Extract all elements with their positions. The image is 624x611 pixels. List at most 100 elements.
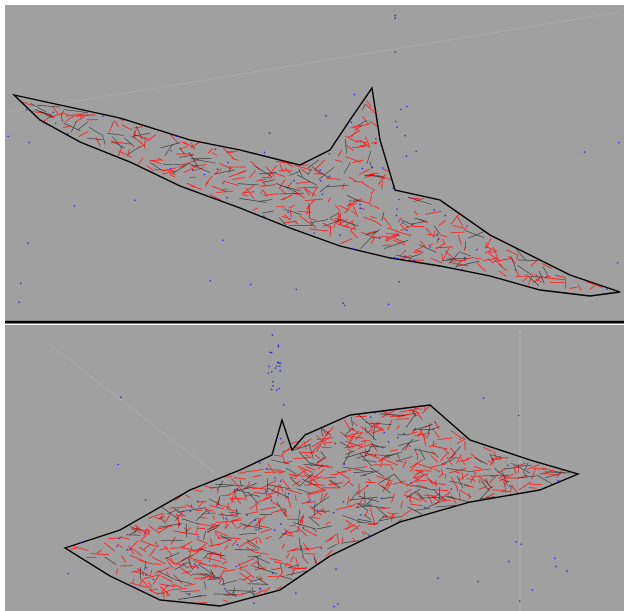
sample-point	[381, 497, 383, 499]
sample-point	[414, 259, 416, 261]
sample-point	[507, 481, 509, 483]
sample-point	[584, 151, 586, 153]
sample-point	[558, 480, 560, 482]
sample-point	[225, 518, 227, 520]
sample-point	[146, 567, 148, 569]
sample-point	[269, 132, 271, 134]
top-viewport	[5, 5, 624, 320]
sample-point	[215, 148, 217, 150]
sample-point	[145, 499, 147, 501]
sample-point	[126, 549, 128, 551]
sample-point	[280, 438, 282, 440]
sample-point	[153, 579, 155, 581]
sample-point	[351, 122, 353, 124]
sample-point	[375, 412, 377, 414]
sample-point	[360, 208, 362, 210]
sample-point	[295, 592, 297, 594]
sample-point	[237, 488, 239, 490]
sample-point	[192, 169, 194, 171]
sample-point	[250, 284, 252, 286]
sample-point	[269, 352, 271, 354]
sample-point	[398, 234, 400, 236]
sample-point	[403, 433, 405, 435]
sample-point	[345, 435, 347, 437]
sample-point	[116, 546, 118, 548]
sample-point	[179, 524, 181, 526]
sample-point	[280, 523, 282, 525]
sample-point	[279, 365, 281, 367]
sample-point	[271, 499, 273, 501]
sample-point	[382, 167, 384, 169]
sample-point	[394, 17, 396, 19]
sample-point	[18, 301, 20, 303]
sample-point	[226, 197, 228, 199]
sample-point	[519, 600, 521, 602]
sample-point	[397, 437, 399, 439]
sample-point	[183, 563, 185, 565]
sample-point	[133, 586, 135, 588]
sample-point	[167, 585, 169, 587]
sample-point	[618, 142, 620, 144]
sample-point	[372, 167, 374, 169]
sample-point	[197, 567, 199, 569]
sample-point	[375, 454, 377, 456]
sample-point	[415, 151, 417, 153]
sample-point	[255, 529, 257, 531]
sample-point	[20, 283, 22, 285]
sample-point	[145, 532, 147, 534]
sample-point	[7, 136, 9, 138]
sample-point	[329, 153, 331, 155]
sample-point	[303, 527, 305, 529]
sample-point	[237, 544, 239, 546]
sample-point	[397, 258, 399, 260]
sample-point	[271, 389, 273, 391]
sample-point	[329, 176, 331, 178]
sample-point	[466, 225, 468, 227]
sample-point	[224, 588, 226, 590]
sample-point	[406, 155, 408, 157]
sample-point	[430, 246, 432, 248]
sample-point	[464, 257, 466, 259]
sample-point	[29, 142, 31, 144]
sample-point	[176, 136, 178, 138]
sample-point	[383, 432, 385, 434]
sample-point	[438, 239, 440, 241]
sample-point	[395, 121, 397, 123]
sample-point	[266, 491, 268, 493]
sample-point	[325, 115, 327, 117]
sample-point	[404, 135, 406, 137]
sample-point	[606, 288, 608, 290]
sample-point	[280, 480, 282, 482]
sample-point	[343, 501, 345, 503]
sample-point	[246, 514, 248, 516]
sample-point	[212, 553, 214, 555]
sample-point	[520, 543, 522, 545]
sample-point	[204, 174, 206, 176]
sample-point	[188, 594, 190, 596]
sample-point	[288, 493, 290, 495]
sample-point	[217, 168, 219, 170]
sample-point	[194, 563, 196, 565]
sample-point	[509, 485, 511, 487]
sample-point	[274, 529, 276, 531]
sample-point	[293, 180, 295, 182]
sample-point	[302, 517, 304, 519]
sample-point	[222, 239, 224, 241]
sample-point	[335, 568, 337, 570]
sample-point	[379, 238, 381, 240]
sample-point	[130, 548, 132, 550]
sample-point	[437, 233, 439, 235]
sample-point	[406, 106, 408, 108]
sample-point	[239, 549, 241, 551]
sample-point	[271, 371, 273, 373]
sample-point	[554, 558, 556, 560]
sample-point	[375, 138, 377, 140]
sample-point	[102, 115, 104, 117]
sample-point	[321, 547, 323, 549]
sample-point	[392, 187, 394, 189]
sample-point	[309, 500, 311, 502]
sample-point	[396, 126, 398, 128]
sample-point	[444, 215, 446, 217]
sample-point	[275, 367, 277, 369]
sample-point	[319, 169, 321, 171]
